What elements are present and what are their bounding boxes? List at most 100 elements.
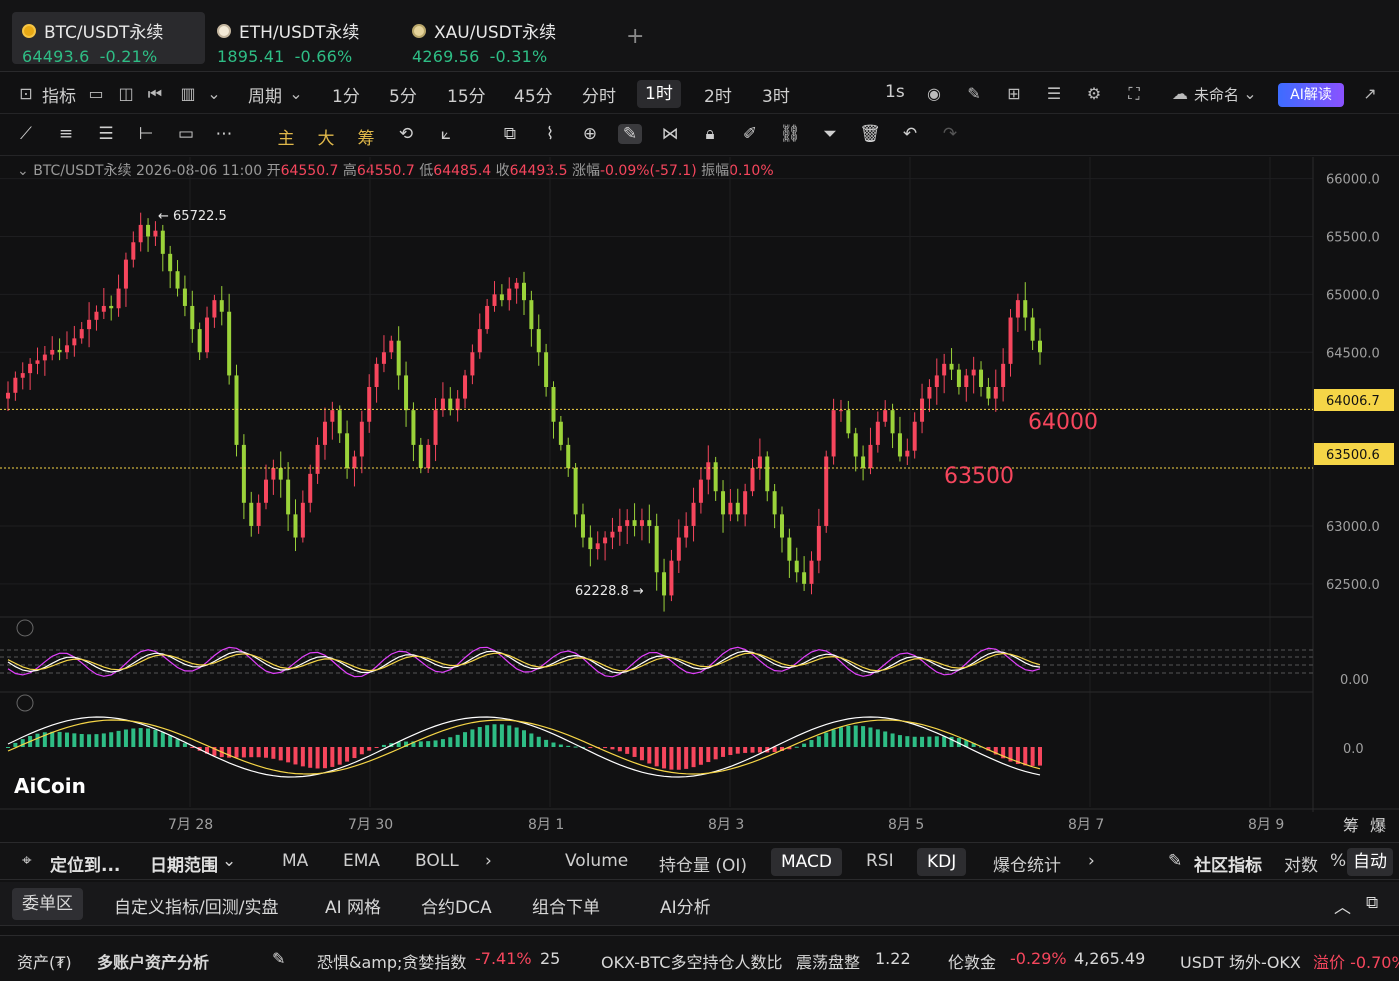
ohlc-open-label: 开 bbox=[266, 163, 281, 179]
chip-distribution-button[interactable]: 筹 bbox=[1343, 816, 1359, 835]
pen-icon[interactable]: ✎ bbox=[967, 84, 981, 103]
replay-icon[interactable]: ⏮ bbox=[147, 84, 163, 103]
auto-scale-button[interactable]: 自动 bbox=[1347, 848, 1393, 876]
tab-xau[interactable]: XAU/USDT永续 4269.56 -0.31% bbox=[402, 12, 595, 66]
tab-combo-order[interactable]: 组合下单 bbox=[532, 898, 600, 918]
ind-liquidation[interactable]: 爆仓统计 bbox=[993, 856, 1061, 876]
magnet-icon[interactable]: ⋈ bbox=[661, 124, 679, 144]
collapse-icon[interactable]: ⌄ bbox=[17, 163, 29, 179]
rectangle-icon[interactable]: ▭ bbox=[177, 124, 195, 144]
chevron-down-icon[interactable]: ⌄ bbox=[207, 84, 221, 103]
list-icon[interactable]: ☰ bbox=[1046, 84, 1062, 103]
kdj-collapse-icon[interactable] bbox=[16, 619, 34, 637]
macd-histogram-bar bbox=[42, 732, 47, 747]
template-icon[interactable]: ▭ bbox=[88, 84, 104, 103]
popout-icon[interactable]: ⧉ bbox=[1366, 893, 1379, 913]
community-indicators-button[interactable]: 社区指标 bbox=[1194, 856, 1262, 876]
filter-icon[interactable]: ⏷ bbox=[823, 124, 837, 144]
interval-1h[interactable]: 1时 bbox=[637, 80, 681, 108]
tab-ai-analysis[interactable]: AI分析 bbox=[660, 898, 711, 918]
community-icon[interactable]: ✎ bbox=[1168, 851, 1183, 871]
tab-eth[interactable]: ETH/USDT永续 1895.41 -0.66% bbox=[207, 12, 400, 66]
interval-15m[interactable]: 15分 bbox=[447, 87, 486, 107]
macd-histogram-bar bbox=[477, 727, 482, 747]
macd-histogram-bar bbox=[824, 732, 829, 747]
tab-custom-indicators[interactable]: 自定义指标/回测/实盘 bbox=[114, 898, 279, 918]
ruler-icon[interactable]: ⌇ bbox=[545, 124, 555, 144]
sync-icon[interactable]: ⟲ bbox=[398, 124, 414, 144]
interval-45m[interactable]: 45分 bbox=[514, 87, 553, 107]
interval-5m[interactable]: 5分 bbox=[389, 87, 417, 107]
ind-kdj[interactable]: KDJ bbox=[917, 848, 967, 876]
camera-icon[interactable]: ◉ bbox=[927, 84, 941, 103]
add-window-icon[interactable]: ⊞ bbox=[1007, 84, 1021, 103]
add-tab-icon[interactable]: + bbox=[626, 24, 645, 49]
ai-interpret-button[interactable]: AI解读 bbox=[1278, 83, 1344, 107]
interval-timeline[interactable]: 分时 bbox=[582, 87, 616, 107]
tab-eth-change: -0.66% bbox=[294, 47, 353, 66]
interval-1s[interactable]: 1s bbox=[885, 82, 905, 102]
ind-macd[interactable]: MACD bbox=[771, 848, 842, 876]
tab-orders[interactable]: 委单区 bbox=[12, 888, 83, 920]
main-force-button[interactable]: 主 bbox=[277, 129, 295, 149]
interval-1m[interactable]: 1分 bbox=[332, 87, 360, 107]
undo-icon[interactable]: ↶ bbox=[902, 124, 918, 144]
chip-button[interactable]: 筹 bbox=[357, 129, 375, 149]
settings-icon[interactable]: ⚙ bbox=[1086, 84, 1102, 103]
measure-icon[interactable]: ⟀ bbox=[440, 124, 452, 144]
trend-line-icon[interactable]: ⟋ bbox=[20, 124, 32, 144]
chevron-up-icon[interactable]: ︿ bbox=[1334, 898, 1351, 918]
tab-btc[interactable]: BTC/USDT永续 64493.6 -0.21% bbox=[12, 12, 205, 66]
edit-icon[interactable]: ✐ bbox=[742, 124, 758, 144]
share-icon[interactable]: ↗ bbox=[1363, 84, 1377, 103]
link-icon[interactable]: ⛓ bbox=[779, 124, 801, 144]
chevron-right-icon[interactable]: › bbox=[485, 851, 492, 871]
more-icon[interactable]: ⋯ bbox=[215, 124, 233, 144]
multi-account-link[interactable]: 多账户资产分析 bbox=[97, 953, 210, 972]
candle-type-icon[interactable]: ▥ bbox=[180, 84, 196, 103]
layout-name[interactable]: 未命名 bbox=[1194, 86, 1240, 104]
locate-button[interactable]: 定位到... bbox=[50, 856, 121, 876]
tab-contract-dca[interactable]: 合约DCA bbox=[421, 898, 492, 918]
trash-icon[interactable]: 🗑︎ bbox=[859, 124, 881, 144]
date-range-button[interactable]: 日期范围 bbox=[150, 856, 218, 876]
macd-collapse-icon[interactable] bbox=[16, 694, 34, 712]
percent-scale-button[interactable]: % bbox=[1330, 851, 1347, 871]
fib-icon[interactable]: ☰ bbox=[98, 124, 114, 144]
zoom-icon[interactable]: ⊕ bbox=[582, 124, 598, 144]
ind-ema[interactable]: EMA bbox=[343, 851, 381, 871]
fullscreen-icon[interactable]: ⛶ bbox=[1128, 84, 1140, 103]
locate-icon[interactable]: ⌖ bbox=[22, 851, 32, 871]
period-button[interactable]: 周期 bbox=[248, 87, 282, 107]
chevron-right-icon[interactable]: › bbox=[1088, 851, 1095, 871]
ind-volume[interactable]: Volume bbox=[565, 851, 629, 871]
chevron-down-icon[interactable]: ⌄ bbox=[289, 84, 303, 103]
cloud-icon[interactable]: ☁ bbox=[1172, 84, 1188, 103]
tab-ai-grid[interactable]: AI 网格 bbox=[325, 898, 382, 918]
chevron-down-icon[interactable]: ⌄ bbox=[1243, 84, 1257, 103]
channel-icon[interactable]: ≡ bbox=[58, 124, 74, 144]
big-order-button[interactable]: 大 bbox=[317, 129, 335, 149]
edit-icon[interactable]: ✎ bbox=[272, 949, 286, 968]
hline-icon[interactable]: ⊢ bbox=[138, 124, 154, 144]
macd-histogram-bar bbox=[271, 747, 276, 759]
layout-icon[interactable]: ◫ bbox=[118, 84, 134, 103]
log-scale-button[interactable]: 对数 bbox=[1284, 856, 1318, 876]
tab-btc-change: -0.21% bbox=[99, 47, 158, 66]
indicator-button[interactable]: 指标 bbox=[42, 87, 76, 107]
liquidation-button[interactable]: 爆 bbox=[1370, 816, 1386, 835]
ind-rsi[interactable]: RSI bbox=[866, 851, 894, 871]
chevron-down-icon[interactable]: ⌄ bbox=[222, 851, 237, 871]
interval-2h[interactable]: 2时 bbox=[704, 87, 732, 107]
ind-oi[interactable]: 持仓量 (OI) bbox=[659, 856, 748, 876]
chart-area[interactable]: 66000.0 65500.0 65000.0 64500.0 63000.0 62500… bbox=[0, 157, 1399, 840]
indicator-icon[interactable]: ⊡ bbox=[19, 84, 33, 103]
interval-3h[interactable]: 3时 bbox=[762, 87, 790, 107]
ind-boll[interactable]: BOLL bbox=[415, 851, 459, 871]
assets-label[interactable]: 资产(₮) bbox=[17, 953, 72, 972]
lock-icon[interactable]: 🔒︎ bbox=[705, 124, 715, 144]
redo-icon[interactable]: ↷ bbox=[942, 124, 958, 144]
brush-icon[interactable]: ✎ bbox=[618, 124, 642, 144]
ind-ma[interactable]: MA bbox=[282, 851, 309, 871]
copy-icon[interactable]: ⧉ bbox=[503, 124, 517, 144]
